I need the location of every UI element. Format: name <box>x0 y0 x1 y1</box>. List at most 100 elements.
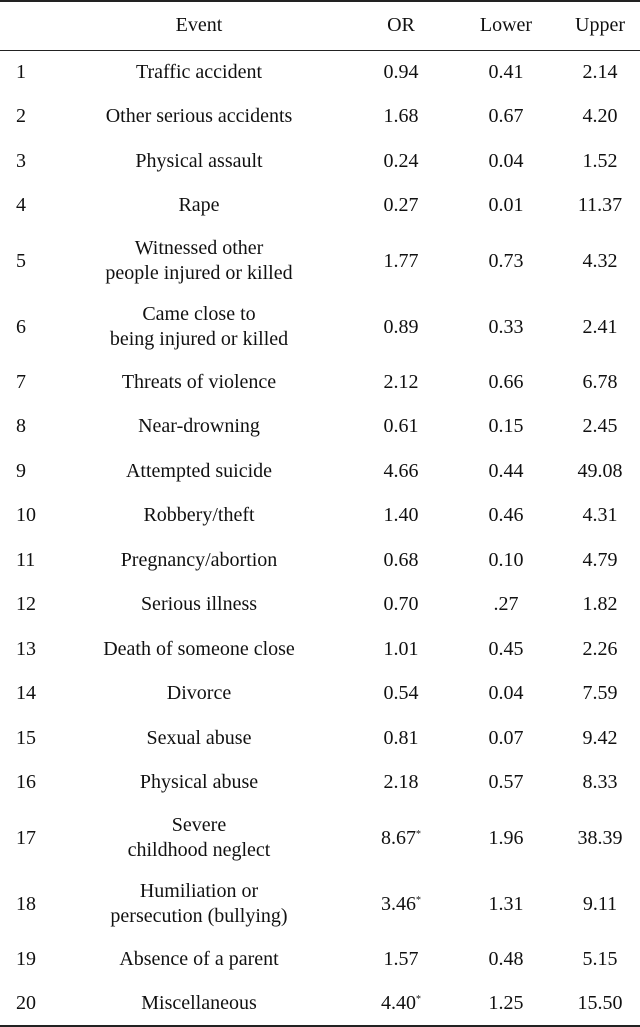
or-value: 0.24 <box>383 149 419 172</box>
or-cell: 1.01 <box>350 627 452 672</box>
or-cell: 4.40* <box>350 982 452 1027</box>
table-row: 6 Came close to being injured or killed 0.8… <box>0 294 640 360</box>
row-number: 3 <box>16 149 26 172</box>
or-value: 1.68 <box>383 105 419 128</box>
event-cell: Pregnancy/abortion <box>48 538 350 583</box>
lower-ci-cell: 1.25 <box>488 991 524 1014</box>
event-label-line: Witnessed other <box>134 237 264 259</box>
row-number: 18 <box>16 892 36 915</box>
upper-ci-cell: 1.82 <box>582 593 618 616</box>
or-cell: 1.68 <box>350 95 452 140</box>
upper-ci-cell: 4.79 <box>582 548 618 571</box>
upper-ci-cell: 7.59 <box>582 682 618 705</box>
event-label-line: being injured or killed <box>109 328 289 350</box>
event-label-line: persecution (bullying) <box>110 905 288 927</box>
lower-ci-cell: 0.67 <box>488 105 524 128</box>
lower-ci-cell: 0.04 <box>488 682 524 705</box>
upper-ci-cell: 38.39 <box>577 826 623 849</box>
upper-ci-cell: 2.14 <box>582 61 618 83</box>
upper-ci-cell: 6.78 <box>582 370 618 393</box>
lower-ci-cell: 0.45 <box>488 637 524 660</box>
event-label-line: Threats of violence <box>121 370 277 393</box>
table-row: 17 Severe childhood neglect 8.67* 1.96 38.39 <box>0 805 640 871</box>
or-cell: 0.81 <box>350 716 452 761</box>
event-label-line: Rape <box>178 194 220 217</box>
table-header: Event OR Lower Upper <box>0 1 640 50</box>
event-label-line: Physical abuse <box>139 771 259 794</box>
lower-ci-cell: 0.57 <box>488 771 524 794</box>
event-cell: Witnessed other people injured or killed <box>48 228 350 294</box>
or-value: 0.61 <box>383 415 419 438</box>
or-cell: 1.77 <box>350 228 452 294</box>
or-cell: 0.68 <box>350 538 452 583</box>
event-cell: Physical abuse <box>48 761 350 806</box>
upper-ci-cell: 8.33 <box>582 771 618 794</box>
event-label-line: Serious illness <box>140 593 258 616</box>
or-cell: 1.57 <box>350 937 452 982</box>
or-value: 8.67 <box>381 826 416 849</box>
lower-ci-cell: 0.33 <box>488 315 524 338</box>
row-number: 20 <box>16 991 36 1014</box>
or-value: 0.70 <box>383 593 419 616</box>
header-or: OR <box>387 14 415 37</box>
or-cell: 0.27 <box>350 184 452 229</box>
table-body: 1 Traffic accident 0.94 0.41 2.14 2 Other seri… <box>0 50 640 1026</box>
row-number: 7 <box>16 370 26 393</box>
event-cell: Threats of violence <box>48 360 350 405</box>
lower-ci-cell: 0.66 <box>488 370 524 393</box>
upper-ci-cell: 9.42 <box>582 726 618 749</box>
event-label-line: Death of someone close <box>103 637 295 660</box>
row-number: 15 <box>16 726 36 749</box>
upper-ci-cell: 49.08 <box>577 459 623 482</box>
significance-marker: * <box>416 993 421 1005</box>
significance-marker: * <box>416 828 421 840</box>
or-value: 0.27 <box>383 194 419 217</box>
table-row: 1 Traffic accident 0.94 0.41 2.14 <box>0 50 640 95</box>
event-cell: Attempted suicide <box>48 449 350 494</box>
row-number: 13 <box>16 637 36 660</box>
row-number: 8 <box>16 415 26 438</box>
table-row: 15 Sexual abuse 0.81 0.07 9.42 <box>0 716 640 761</box>
row-number: 19 <box>16 947 36 970</box>
or-cell: 0.94 <box>350 50 452 95</box>
event-cell: Miscellaneous <box>48 982 350 1027</box>
event-cell: Other serious accidents <box>48 95 350 140</box>
lower-ci-cell: 0.07 <box>488 726 524 749</box>
event-cell: Absence of a parent <box>48 937 350 982</box>
event-label-line: Near-drowning <box>138 415 260 438</box>
event-label-line: Other serious accidents <box>105 105 293 128</box>
event-cell: Near-drowning <box>48 405 350 450</box>
or-cell: 0.61 <box>350 405 452 450</box>
or-cell: 3.46* <box>350 871 452 937</box>
upper-ci-cell: 4.31 <box>582 504 618 527</box>
or-cell: 2.12 <box>350 360 452 405</box>
table-row: 7 Threats of violence 2.12 0.66 6.78 <box>0 360 640 405</box>
significance-marker: * <box>416 894 421 906</box>
or-value: 0.81 <box>383 726 419 749</box>
event-cell: Came close to being injured or killed <box>48 294 350 360</box>
upper-ci-cell: 4.32 <box>582 249 618 272</box>
table-row: 11 Pregnancy/abortion 0.68 0.10 4.79 <box>0 538 640 583</box>
lower-ci-cell: 0.48 <box>488 947 524 970</box>
upper-ci-cell: 4.20 <box>582 105 618 128</box>
table-row: 13 Death of someone close 1.01 0.45 2.26 <box>0 627 640 672</box>
lower-ci-cell: 1.31 <box>488 892 524 915</box>
row-number: 10 <box>16 504 36 527</box>
lower-ci-cell: 0.04 <box>488 149 524 172</box>
upper-ci-cell: 1.52 <box>582 149 618 172</box>
table-row: 10 Robbery/theft 1.40 0.46 4.31 <box>0 494 640 539</box>
upper-ci-cell: 2.45 <box>582 415 618 438</box>
event-cell: Sexual abuse <box>48 716 350 761</box>
row-number: 5 <box>16 249 26 272</box>
row-number: 17 <box>16 826 36 849</box>
lower-ci-cell: .27 <box>493 593 519 616</box>
lower-ci-cell: 0.10 <box>488 548 524 571</box>
or-cell: 0.54 <box>350 672 452 717</box>
lower-ci-cell: 0.41 <box>488 61 524 83</box>
event-label-line: Robbery/theft <box>143 504 255 527</box>
event-label-line: Miscellaneous <box>141 991 257 1014</box>
row-number: 11 <box>16 548 36 571</box>
event-label-line: Attempted suicide <box>125 459 273 482</box>
